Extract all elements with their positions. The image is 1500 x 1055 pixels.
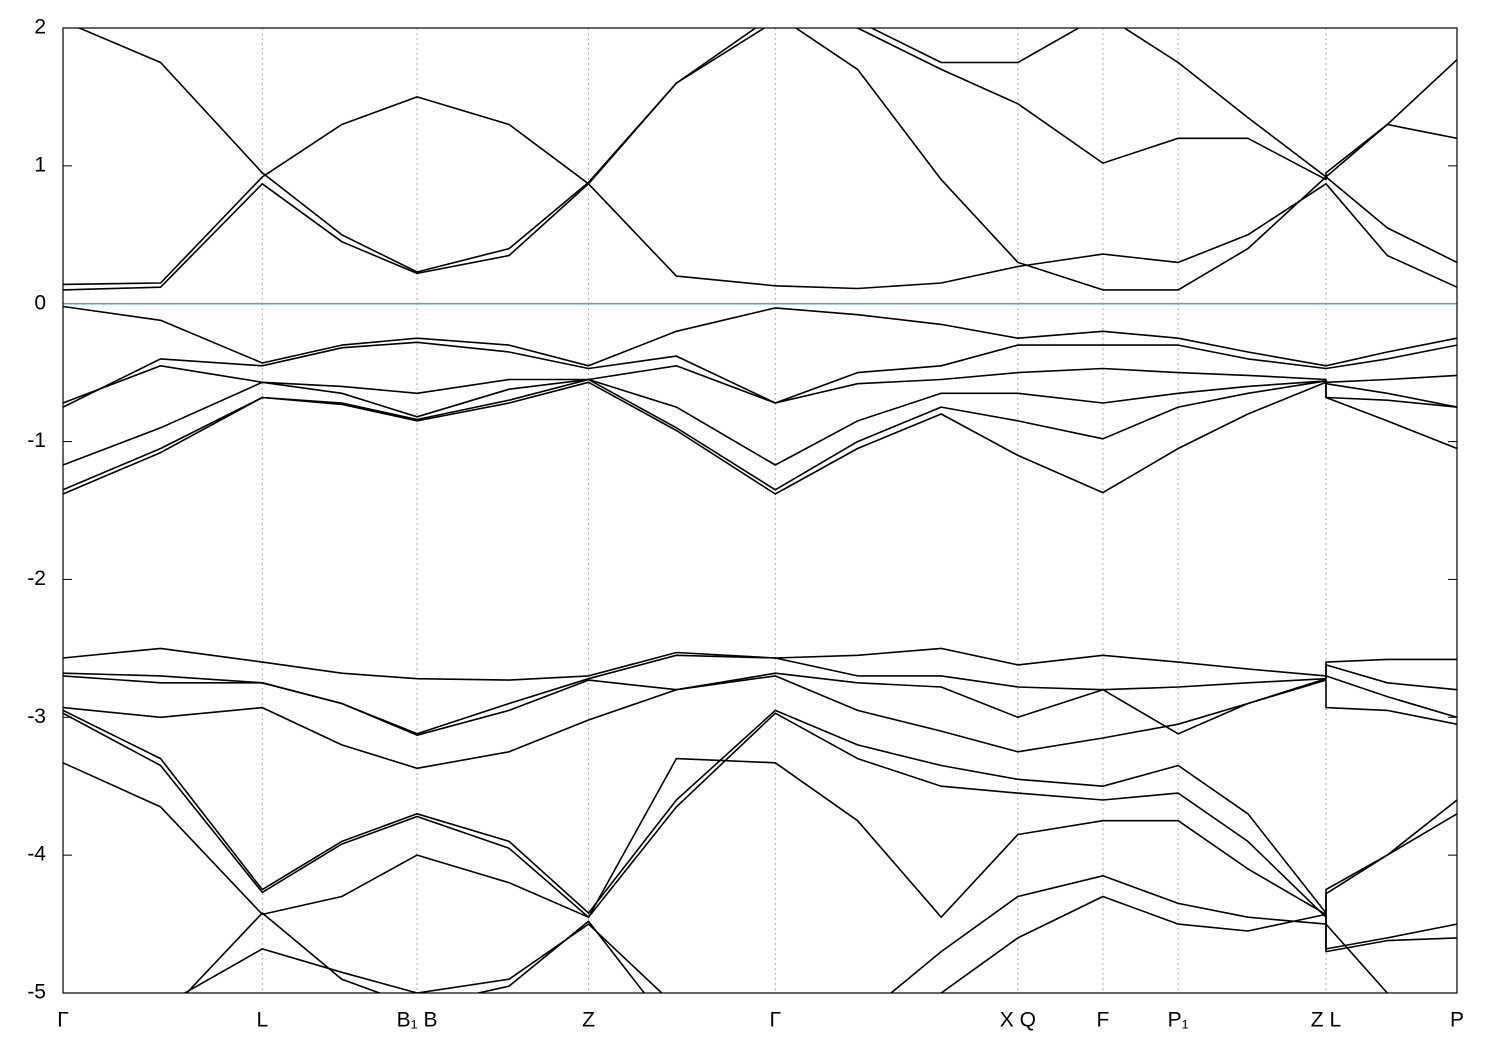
x-tick-label: B₁ B [397, 1009, 438, 1032]
x-tick-label: P₁ [1168, 1009, 1189, 1032]
band-line [183, 875, 1457, 993]
band-line [63, 381, 1457, 495]
band-line [63, 378, 1457, 491]
band-line [63, 365, 1457, 404]
band-line [63, 654, 1457, 735]
y-tick-label: 0 [34, 291, 46, 314]
plot-frame [62, 27, 1458, 994]
y-tick-label: -1 [27, 429, 46, 452]
y-tick-label: -2 [27, 567, 46, 590]
band-line [63, 672, 1457, 736]
band-line [63, 341, 1457, 408]
band-line [63, 183, 1457, 291]
y-tick-label: -4 [27, 843, 46, 866]
band-line [63, 675, 1457, 770]
band-line [63, 305, 1457, 367]
x-tick-label: Z [582, 1009, 595, 1032]
band-line [63, 712, 1457, 918]
bands [63, 28, 1457, 993]
x-tick-label: Γ [770, 1009, 782, 1032]
x-tick-label: Γ [57, 1009, 69, 1032]
y-tick-label: -3 [27, 705, 46, 728]
y-tick-label: -5 [27, 981, 46, 1004]
x-tick-label: L [256, 1009, 268, 1032]
band-line [185, 895, 1392, 993]
x-tick-label: P [1450, 1009, 1464, 1032]
tick-labels: 2 1 0 -1 -2 -3 -4 -5 Γ L B₁ B Z Γ X Q F P₁ Z L P [27, 16, 1464, 1032]
grid [62, 27, 1458, 994]
band-line [77, 28, 1457, 273]
x-tick-label: X Q [1000, 1009, 1036, 1032]
y-tick-label: 1 [34, 153, 46, 176]
band-line [63, 28, 1457, 291]
x-tick-label: F [1097, 1009, 1110, 1032]
x-tick-label: Z L [1311, 1009, 1341, 1032]
band-line [63, 709, 1457, 914]
y-tick-label: 2 [34, 16, 46, 39]
band-line [869, 28, 1457, 178]
band-line [63, 378, 1457, 466]
